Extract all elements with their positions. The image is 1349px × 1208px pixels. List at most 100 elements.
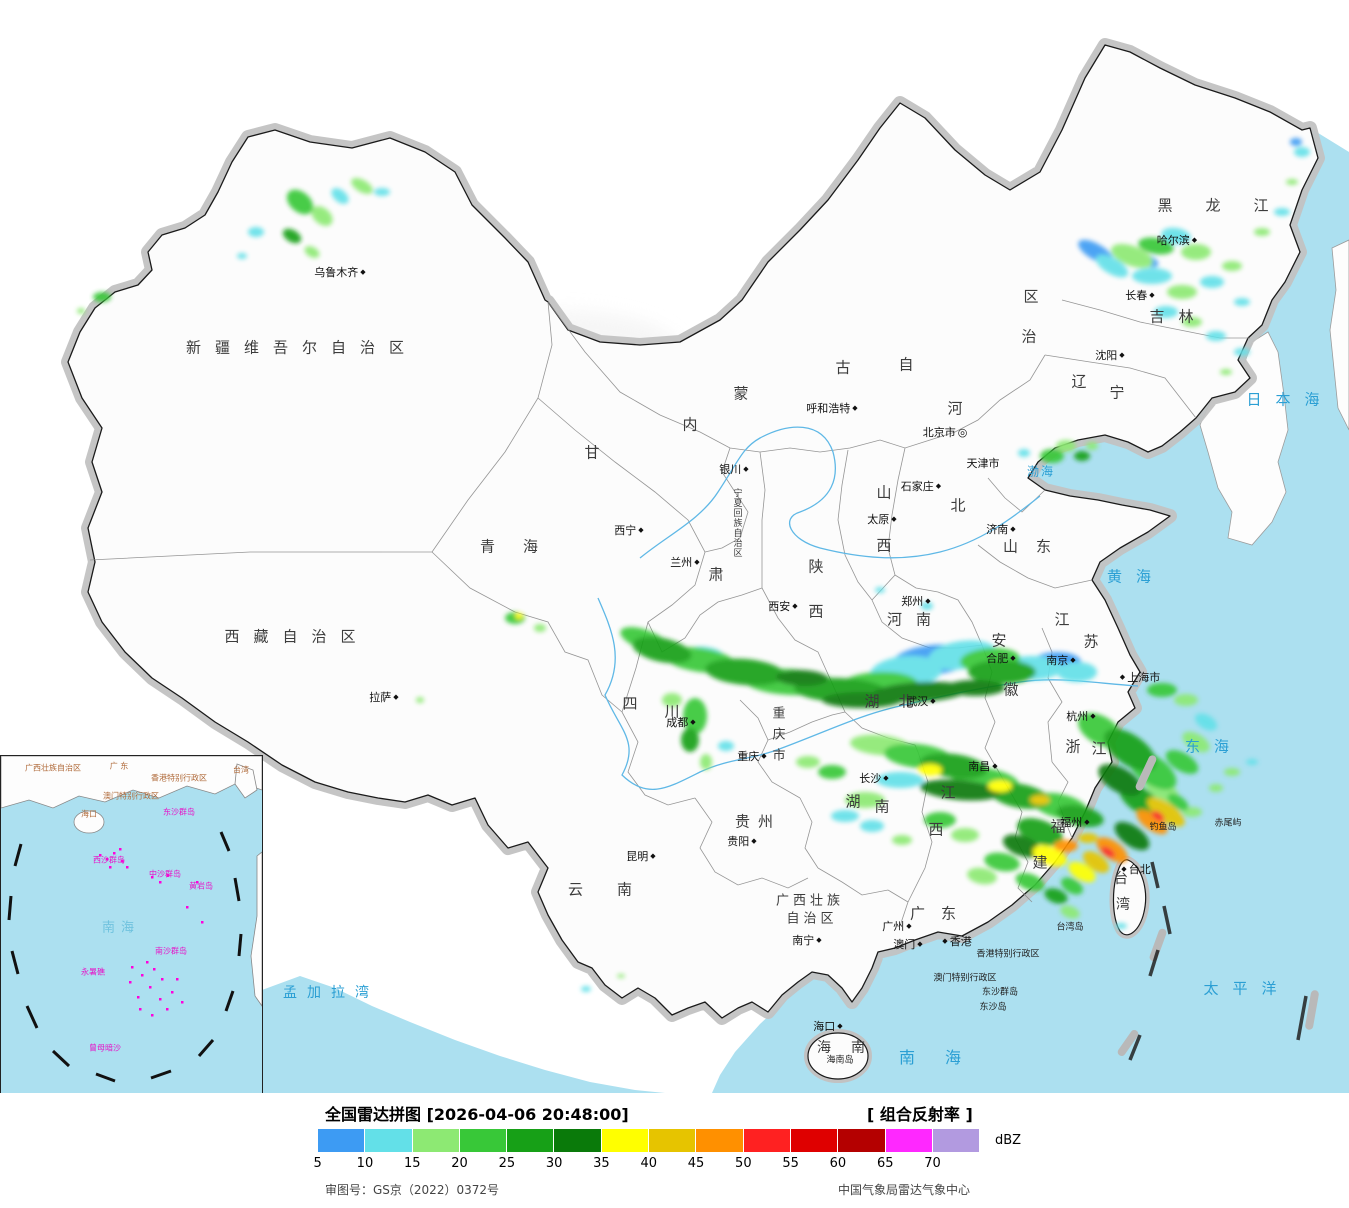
echo-blob [683,698,707,734]
echo-blob [1165,750,1199,774]
legend-swatch-65 [885,1129,932,1152]
echo-blob [1101,846,1115,858]
echo-blob [1015,872,1045,892]
echo-blob [1246,759,1258,765]
echo-blob [1161,227,1191,245]
echo-blob [705,658,785,686]
ryukyu-islands [1117,755,1319,1057]
echo-blob [822,692,902,708]
legend-tick: 15 [403,1156,421,1171]
inset-coast-land [1,756,262,809]
echo-blob [1182,731,1210,753]
legend-swatch-45 [696,1129,743,1152]
echo-blob [818,765,846,779]
inset-island-dots [99,848,204,1017]
echo-blob [304,246,320,258]
echo-blob [968,660,1036,684]
legend-tick: 10 [356,1156,374,1171]
legend-tick: 35 [593,1156,610,1171]
legend-swatch-10 [365,1129,412,1152]
echo-blob [1147,797,1185,827]
legend-swatch-25 [507,1129,554,1152]
echo-blob [1061,877,1083,895]
echo-blob [875,587,885,593]
echo-blob [1286,179,1298,185]
legend-swatch-55 [790,1129,838,1152]
echo-blob [1274,208,1290,216]
legend-swatch-50 [743,1129,790,1152]
echo-blob [1224,768,1240,776]
echo-blob [988,780,1012,792]
legend-tick: 60 [829,1156,847,1171]
echo-blob [331,188,349,204]
legend-tick: 30 [545,1156,563,1171]
legend-ticks: 5 10 15 20 25 30 35 40 45 50 55 60 65 70 [294,1156,956,1171]
radar-echo-layer [77,138,1310,992]
echo-blob [416,697,424,703]
echo-blob [1234,348,1250,356]
echo-blob [1195,713,1217,731]
legend-tick: 65 [876,1156,894,1171]
echo-blob [796,756,820,768]
echo-blob [77,308,85,314]
echo-blob [1054,840,1078,852]
echo-blob [662,693,682,707]
echo-blob [1254,228,1270,236]
echo-blob [1294,147,1310,157]
echo-blob [282,228,302,244]
echo-blob [892,835,912,845]
echo-blob [1056,440,1076,452]
south-china-sea-inset: 广西壮族自治区广 东香港特别行政区 澳门特别行政区 台湾 东沙群岛 海口 西沙群岛 中沙群岛… [0,755,263,1094]
korea-peninsula [1199,331,1289,546]
echo-blob [718,741,734,751]
legend-swatch-40 [649,1129,696,1152]
echo-blob [1096,837,1128,863]
echo-blob [920,779,1000,801]
legend-unit: dBZ [995,1133,1022,1148]
echo-blob [945,680,1005,696]
echo-blob [1086,442,1098,450]
taiwan-island [1109,855,1150,939]
echo-blob [311,206,333,226]
ocean [712,128,1349,1093]
echo-blob [581,986,591,992]
echo-blob [1057,662,1097,682]
echo-blob [1056,805,1104,827]
legend-panel: 全国雷达拼图 [2026-04-06 20:48:00] [ 组合反射率 ] 5… [0,1093,1349,1208]
echo-blob [876,772,924,788]
echo-blob [921,602,933,610]
legend-product: [ 组合反射率 ] [867,1105,973,1124]
legend-swatch-35 [601,1129,649,1152]
echo-blob [248,227,264,237]
echo-blob [681,728,699,752]
echo-blob [1032,845,1068,867]
echo-blob [1174,694,1198,706]
echo-blob [1115,923,1127,929]
echo-blob [1206,331,1226,341]
echo-blob [1082,851,1110,873]
legend-swatch-5 [318,1129,365,1152]
inset-taiwan [234,763,258,799]
echo-blob [374,188,390,196]
echo-blob [515,613,523,619]
echo-blob [93,292,111,302]
echo-blob [1078,833,1098,843]
legend-swatch-30 [554,1129,601,1152]
echo-blob [351,178,373,194]
legend-swatch-20 [459,1129,507,1152]
echo-blob [1132,268,1172,284]
echo-blob [845,792,885,808]
china-radar-map [61,38,1349,1093]
echo-blob [1030,795,1050,805]
nine-dash-line [1128,861,1308,1061]
echo-blob [1111,243,1153,269]
echo-blob [1060,905,1080,919]
legend-swatch-15 [412,1129,459,1152]
echo-blob [1154,306,1178,318]
echo-blob [237,253,247,259]
echo-blob [1181,244,1211,260]
echo-blob [1209,784,1223,792]
echo-blob [984,852,1020,872]
echo-blob [1200,276,1224,288]
